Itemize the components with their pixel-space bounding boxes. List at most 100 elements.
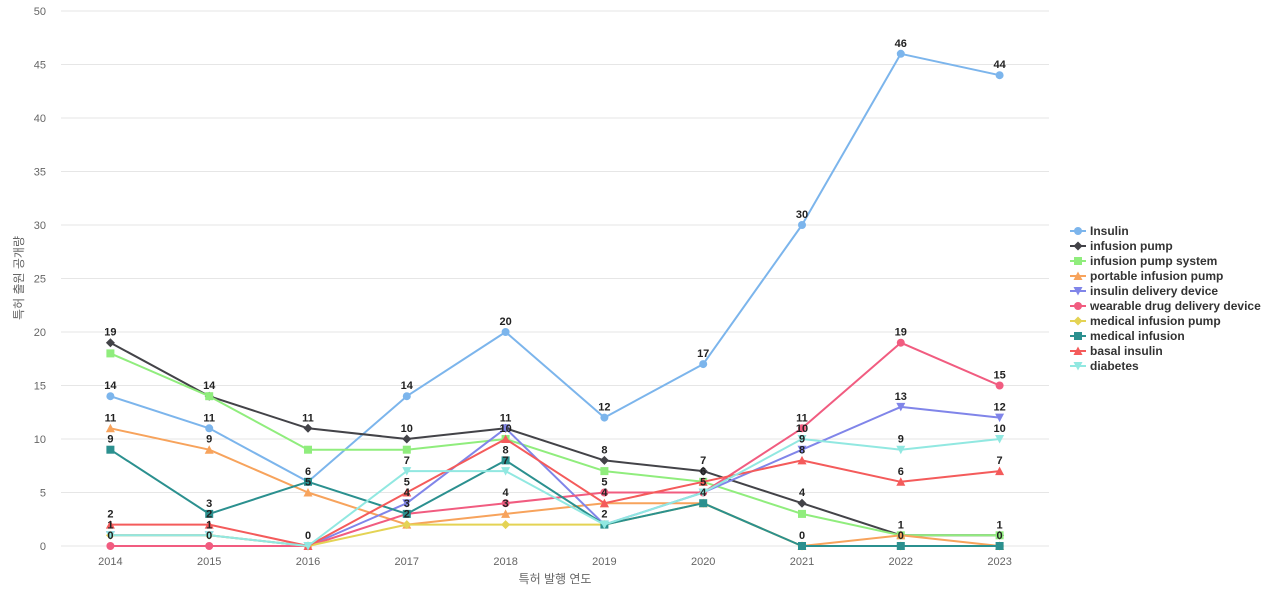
- x-tick-label: 2021: [790, 556, 814, 568]
- data-point: [402, 509, 411, 518]
- legend-marker: [1073, 241, 1083, 251]
- data-point: [995, 435, 1005, 444]
- data-point: [995, 381, 1004, 390]
- data-point: [797, 445, 807, 455]
- data-point: [599, 498, 609, 508]
- data-label: 7: [700, 455, 706, 467]
- data-point: [699, 499, 708, 508]
- data-label: 3: [206, 498, 212, 510]
- data-label: 0: [898, 530, 904, 542]
- legend-item[interactable]: medical infusion: [1070, 329, 1185, 343]
- data-label: 44: [993, 59, 1006, 71]
- legend-item[interactable]: Insulin: [1070, 224, 1129, 238]
- legend-item[interactable]: portable infusion pump: [1070, 269, 1223, 283]
- data-label: 0: [799, 530, 805, 542]
- data-label: 46: [895, 38, 907, 50]
- data-point: [105, 338, 115, 348]
- data-label: 4: [503, 487, 510, 499]
- y-tick-label: 35: [34, 167, 46, 179]
- data-point: [995, 71, 1004, 80]
- legend-item[interactable]: diabetes: [1070, 359, 1139, 373]
- data-label: 1: [206, 519, 212, 531]
- series-0: [106, 49, 1004, 486]
- legend-marker: [1073, 316, 1083, 326]
- x-axis-title: 특허 발행 연도: [519, 571, 592, 586]
- data-label: 8: [799, 444, 805, 456]
- data-point: [798, 424, 806, 433]
- series-line: [110, 438, 1000, 547]
- data-point: [896, 338, 905, 347]
- legend-label: Insulin: [1090, 224, 1129, 238]
- data-point: [797, 455, 807, 465]
- data-label: 8: [503, 444, 509, 456]
- data-point: [204, 531, 214, 540]
- series-line: [110, 52, 1000, 483]
- data-label: 11: [203, 412, 215, 424]
- legend-item[interactable]: infusion pump: [1070, 239, 1173, 253]
- legend-item[interactable]: basal insulin: [1070, 344, 1163, 358]
- data-label: 7: [503, 455, 509, 467]
- legend-marker: [1073, 346, 1083, 355]
- data-point: [501, 424, 511, 433]
- data-label: 0: [206, 530, 212, 542]
- data-label: 11: [796, 412, 808, 424]
- series-line: [110, 438, 1000, 547]
- data-point: [896, 402, 906, 412]
- data-point: [304, 477, 312, 486]
- legend-item[interactable]: wearable drug delivery device: [1070, 299, 1261, 313]
- legend-label: infusion pump: [1090, 239, 1173, 253]
- y-tick-label: 5: [40, 488, 46, 500]
- legend-label: insulin delivery device: [1090, 284, 1218, 298]
- data-label: 1: [107, 519, 113, 531]
- data-label: 19: [895, 327, 907, 339]
- data-point: [501, 456, 510, 465]
- data-point: [402, 499, 412, 508]
- x-tick-label: 2014: [98, 556, 122, 568]
- x-tick-label: 2019: [592, 556, 616, 568]
- data-point: [896, 542, 905, 550]
- data-point: [303, 488, 313, 497]
- y-tick-label: 50: [34, 6, 46, 18]
- data-point: [106, 392, 115, 401]
- data-point: [501, 520, 511, 530]
- data-label: 10: [796, 423, 808, 435]
- data-label: 13: [895, 391, 907, 403]
- data-label: 11: [500, 412, 512, 424]
- data-point: [106, 445, 115, 454]
- data-point: [698, 466, 708, 476]
- data-label: 3: [404, 498, 410, 510]
- series-line: [110, 427, 1000, 547]
- data-point: [204, 445, 214, 454]
- series: [105, 49, 1005, 551]
- data-label: 6: [305, 466, 311, 478]
- legend-item[interactable]: insulin delivery device: [1070, 284, 1218, 298]
- data-label: 4: [601, 487, 608, 499]
- x-tick-label: 2023: [987, 556, 1011, 568]
- legend-item[interactable]: infusion pump system: [1070, 254, 1217, 268]
- data-label: 8: [601, 444, 607, 456]
- data-label: 11: [302, 412, 314, 424]
- data-label: 2: [206, 509, 212, 521]
- data-point: [698, 488, 708, 497]
- data-point: [304, 445, 312, 454]
- legend-marker: [1074, 332, 1082, 340]
- legend-label: infusion pump system: [1090, 254, 1217, 268]
- data-point: [106, 349, 115, 358]
- legend-label: basal insulin: [1090, 344, 1163, 358]
- y-tick-label: 15: [34, 381, 46, 393]
- x-tick-label: 2022: [889, 556, 913, 568]
- legend-item[interactable]: medical infusion pump: [1070, 314, 1221, 328]
- data-point: [105, 423, 115, 433]
- data-point: [402, 488, 412, 497]
- data-point: [303, 423, 313, 433]
- y-tick-label: 10: [34, 434, 46, 446]
- data-point: [501, 434, 511, 443]
- data-point: [402, 392, 411, 401]
- y-axis-ticks: 0 5 10 15 20 25 30 35 40 45 50: [34, 6, 46, 553]
- x-tick-label: 2018: [493, 556, 517, 568]
- data-point: [501, 509, 511, 518]
- x-tick-label: 2015: [197, 556, 221, 568]
- data-point: [105, 520, 115, 529]
